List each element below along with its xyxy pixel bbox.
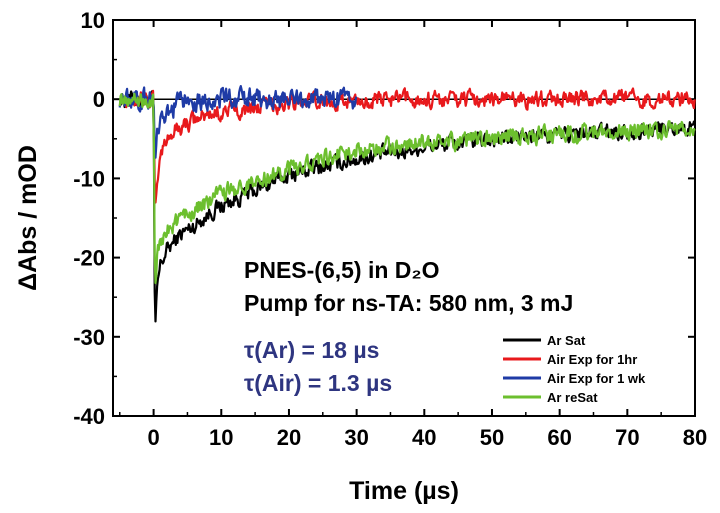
x-tick-label: 60	[547, 425, 571, 450]
series-line	[118, 92, 696, 285]
legend-label: Ar reSat	[547, 390, 598, 405]
x-tick-label: 10	[209, 425, 233, 450]
y-tick-label: 0	[93, 87, 105, 112]
annotation-sample: PNES-(6,5) in D₂O	[244, 257, 440, 283]
legend: Ar Sat Air Exp for 1hr Air Exp for 1 wk Ar …	[503, 333, 646, 405]
legend-label: Ar Sat	[547, 333, 586, 348]
x-tick-label: 20	[277, 425, 301, 450]
series-line	[118, 87, 696, 204]
y-tick-label: -40	[73, 404, 105, 429]
legend-label: Air Exp for 1hr	[547, 352, 637, 367]
x-tick-label: 0	[147, 425, 159, 450]
series-line	[118, 90, 696, 323]
legend-label: Air Exp for 1 wk	[547, 371, 646, 386]
x-tick-label: 80	[683, 425, 707, 450]
y-tick-label: 10	[81, 8, 105, 33]
x-tick-label: 40	[412, 425, 436, 450]
annotation-tau-ar: τ(Ar) = 18 µs	[244, 337, 379, 363]
y-tick-label: -20	[73, 246, 105, 271]
y-tick-label: -10	[73, 166, 105, 191]
x-tick-label: 50	[480, 425, 504, 450]
annotation-pump: Pump for ns-TA: 580 nm, 3 mJ	[244, 290, 573, 316]
series-layer	[118, 84, 696, 323]
y-axis-title: ΔAbs / mOD	[14, 145, 42, 291]
axis-ticks: 0 10 20 30 40 50 60 70 80 10 0 -10 -20 -30 -40	[73, 8, 707, 450]
y-tick-label: -30	[73, 325, 105, 350]
x-axis-title: Time (µs)	[349, 477, 459, 505]
x-tick-label: 30	[344, 425, 368, 450]
x-tick-label: 70	[615, 425, 639, 450]
annotation-tau-air: τ(Air) = 1.3 µs	[244, 370, 392, 396]
series-line	[118, 84, 358, 159]
